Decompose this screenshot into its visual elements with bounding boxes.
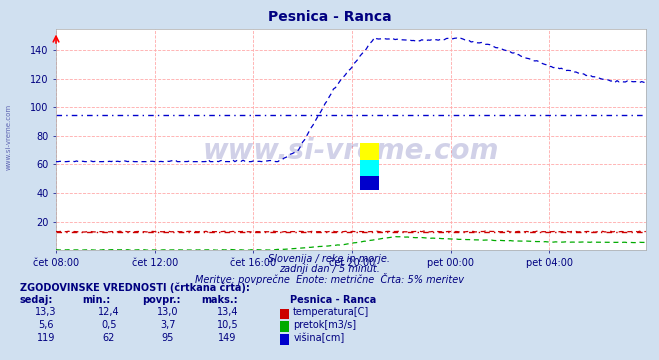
- Bar: [360, 160, 379, 176]
- Text: min.:: min.:: [82, 295, 111, 305]
- Text: 0,5: 0,5: [101, 320, 117, 330]
- Text: Pesnica - Ranca: Pesnica - Ranca: [268, 10, 391, 24]
- Text: ZGODOVINSKE VREDNOSTI (črtkana črta):: ZGODOVINSKE VREDNOSTI (črtkana črta):: [20, 283, 250, 293]
- Text: 10,5: 10,5: [217, 320, 238, 330]
- Text: www.si-vreme.com: www.si-vreme.com: [5, 104, 11, 170]
- Text: 3,7: 3,7: [160, 320, 176, 330]
- Text: 95: 95: [162, 333, 174, 343]
- Text: zadnji dan / 5 minut.: zadnji dan / 5 minut.: [279, 264, 380, 274]
- Text: 13,4: 13,4: [217, 307, 238, 317]
- Text: 62: 62: [103, 333, 115, 343]
- Text: 149: 149: [218, 333, 237, 343]
- Text: pretok[m3/s]: pretok[m3/s]: [293, 320, 357, 330]
- Text: 5,6: 5,6: [38, 320, 54, 330]
- Text: 119: 119: [37, 333, 55, 343]
- Text: povpr.:: povpr.:: [142, 295, 180, 305]
- Text: Pesnica - Ranca: Pesnica - Ranca: [290, 295, 376, 305]
- Text: maks.:: maks.:: [201, 295, 238, 305]
- Text: višina[cm]: višina[cm]: [293, 333, 345, 343]
- Text: 13,0: 13,0: [158, 307, 179, 317]
- Bar: [360, 176, 379, 190]
- Text: sedaj:: sedaj:: [20, 295, 53, 305]
- Text: Meritve: povprečne  Enote: metrične  Črta: 5% meritev: Meritve: povprečne Enote: metrične Črta:…: [195, 273, 464, 285]
- Text: 12,4: 12,4: [98, 307, 119, 317]
- Text: Slovenija / reke in morje.: Slovenija / reke in morje.: [268, 254, 391, 264]
- Bar: [360, 143, 379, 160]
- Text: 13,3: 13,3: [36, 307, 57, 317]
- Text: www.si-vreme.com: www.si-vreme.com: [203, 136, 499, 165]
- Text: temperatura[C]: temperatura[C]: [293, 307, 370, 317]
